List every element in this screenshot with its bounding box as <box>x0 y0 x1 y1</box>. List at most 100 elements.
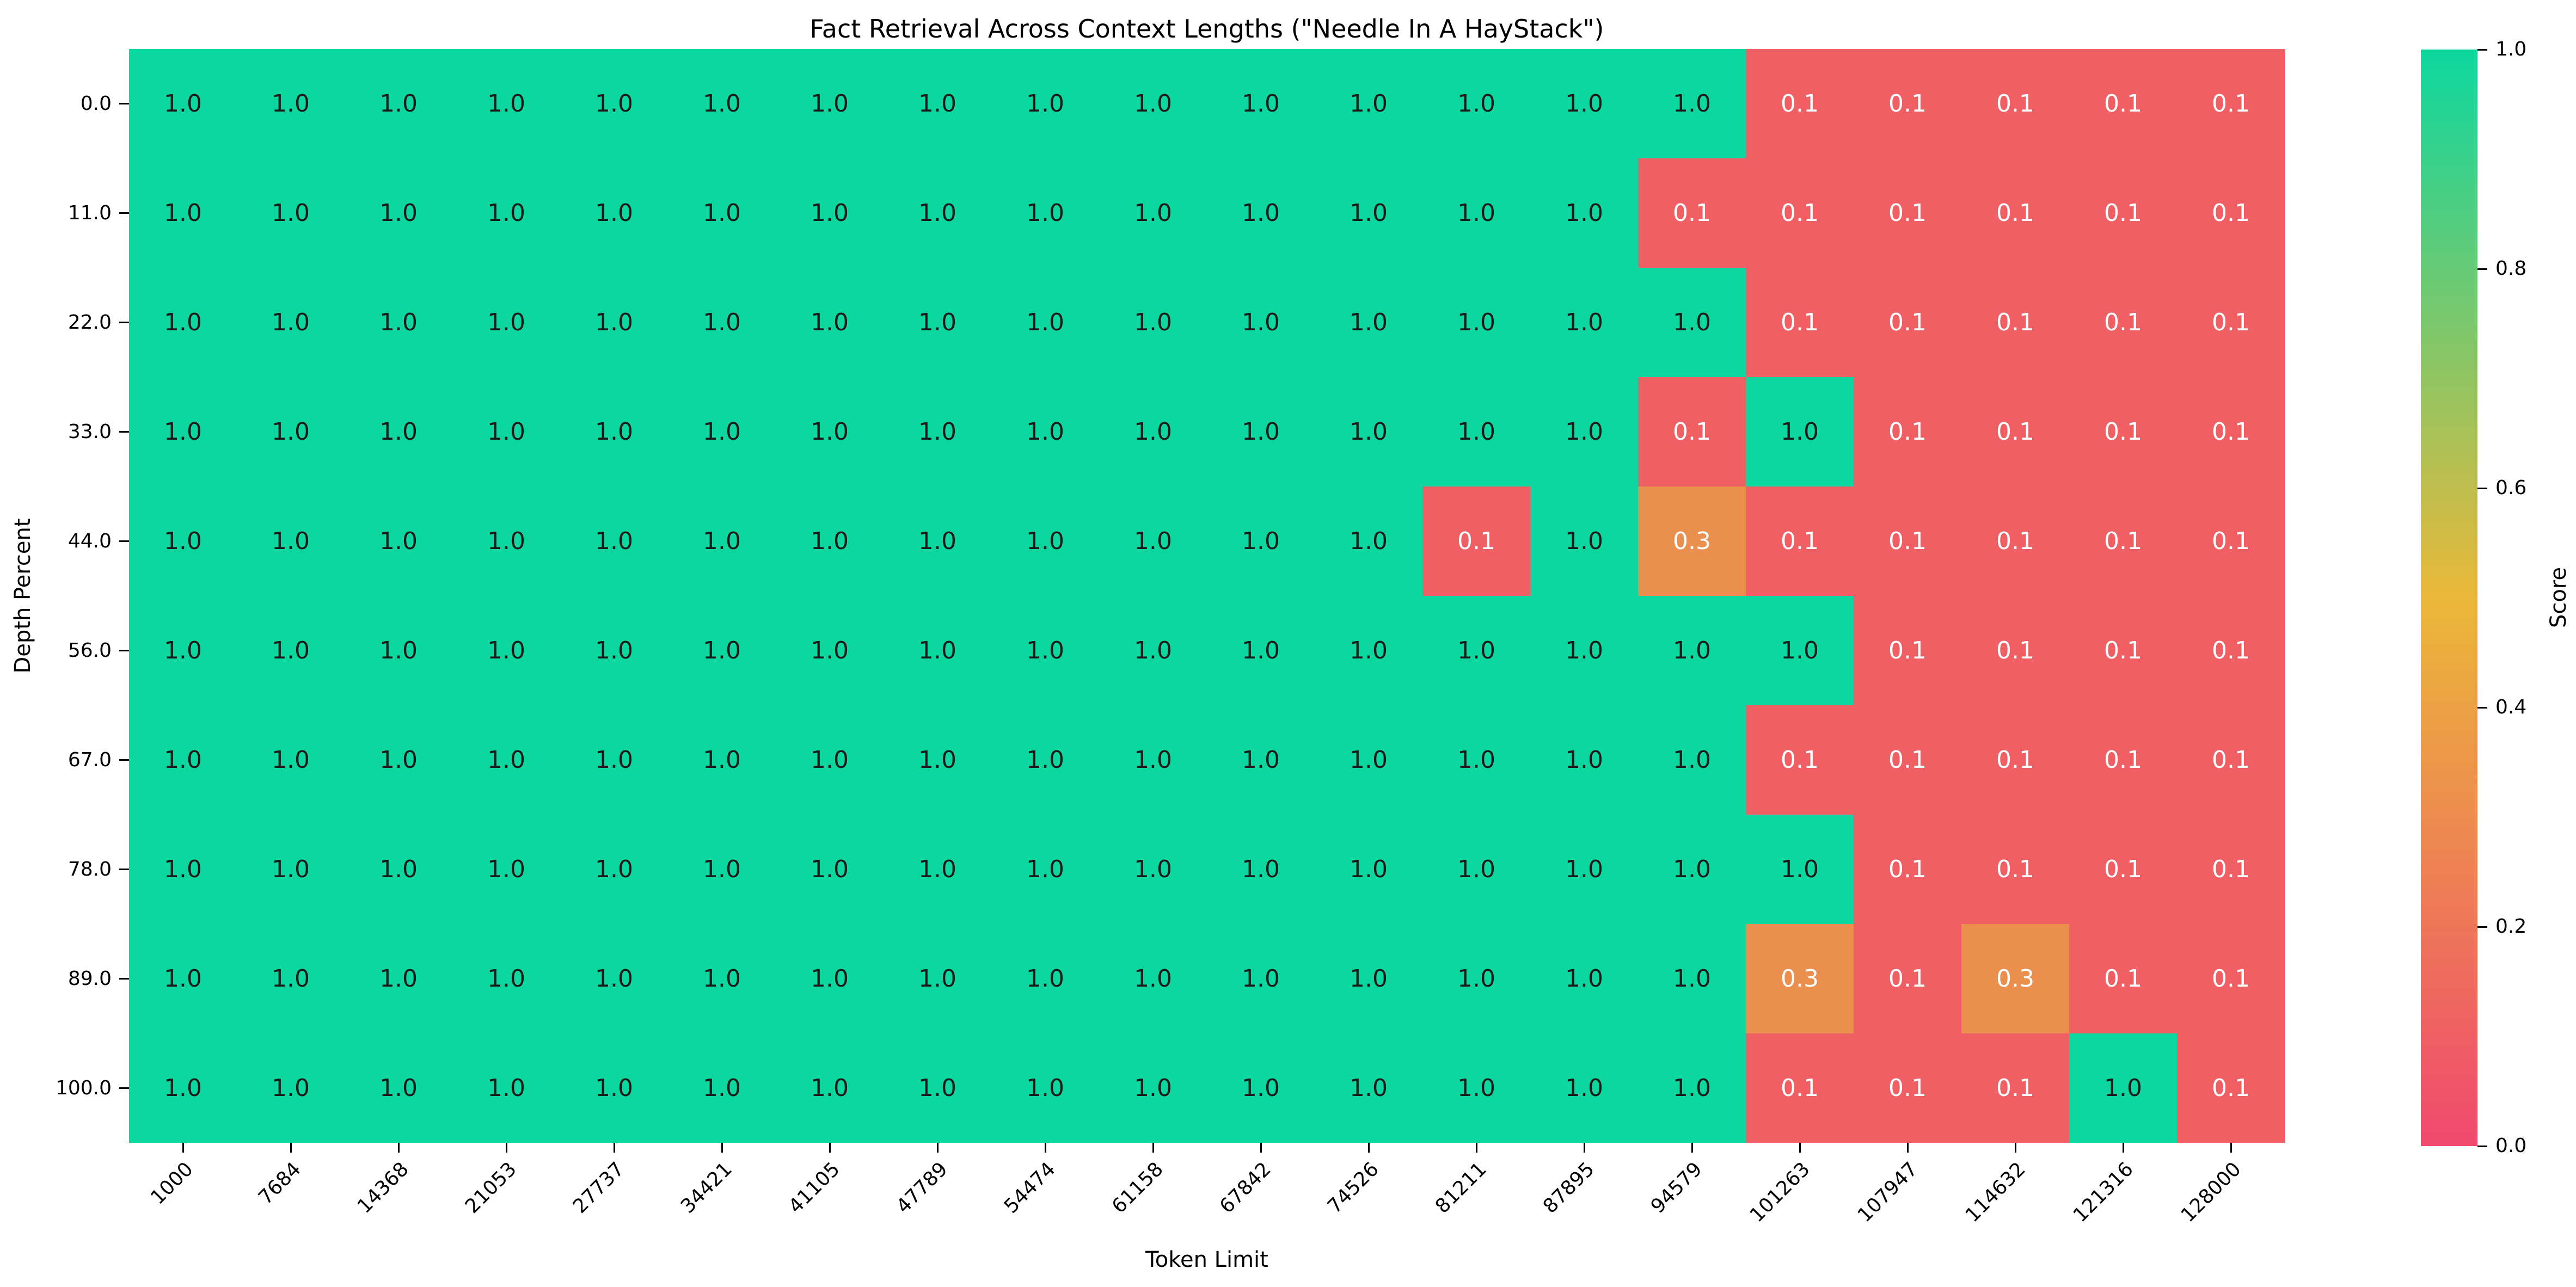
x-tick-mark <box>1044 1143 1046 1153</box>
heatmap-cell: 0.1 <box>2069 377 2177 487</box>
heatmap-cell: 1.0 <box>1099 268 1207 377</box>
heatmap-cell: 1.0 <box>1207 815 1315 924</box>
heatmap-cell: 1.0 <box>1207 924 1315 1033</box>
colorbar-gradient <box>2421 50 2477 1146</box>
heatmap-cell: 1.0 <box>1099 705 1207 815</box>
heatmap-cell: 0.1 <box>2069 705 2177 815</box>
heatmap-cell: 0.1 <box>1854 705 1961 815</box>
y-tick-mark <box>119 540 129 542</box>
y-axis-tick-labels: 0.0 11.0 22.0 33.0 44.0 56.0 67.0 78.0 89.0 100.0 <box>0 49 112 1143</box>
heatmap-cell: 1.0 <box>776 49 884 158</box>
heatmap-cell: 0.1 <box>2177 158 2285 268</box>
heatmap-cell: 0.1 <box>2069 924 2177 1033</box>
heatmap-cell: 1.0 <box>776 268 884 377</box>
heatmap-cell: 1.0 <box>1422 924 1530 1033</box>
heatmap-cell: 0.1 <box>2177 596 2285 705</box>
colorbar-tick-mark <box>2477 706 2487 709</box>
heatmap-cell: 1.0 <box>237 377 345 487</box>
heatmap-cell: 1.0 <box>1746 815 1854 924</box>
heatmap-cell: 0.1 <box>2069 158 2177 268</box>
heatmap-cell: 0.1 <box>1854 49 1961 158</box>
heatmap-cell: 1.0 <box>668 377 776 487</box>
y-tick-label: 67.0 <box>68 748 112 771</box>
heatmap-cell: 1.0 <box>884 268 991 377</box>
x-tick-label: 74526 <box>1323 1157 1383 1218</box>
heatmap-cell: 1.0 <box>884 158 991 268</box>
heatmap-cell: 1.0 <box>1099 596 1207 705</box>
heatmap-cell: 1.0 <box>668 596 776 705</box>
heatmap-cell: 1.0 <box>991 487 1099 596</box>
heatmap-cell: 1.0 <box>1638 268 1746 377</box>
y-tick-label: 78.0 <box>68 858 112 880</box>
heatmap-cell: 0.1 <box>1638 377 1746 487</box>
x-tick-mark <box>397 1143 400 1153</box>
heatmap-cell: 1.0 <box>1207 1033 1315 1143</box>
heatmap-cell: 0.1 <box>1746 1033 1854 1143</box>
heatmap-cell: 1.0 <box>237 705 345 815</box>
x-tick-label: 87895 <box>1538 1157 1599 1218</box>
x-axis-label: Token Limit <box>1145 1247 1268 1272</box>
heatmap-cell: 0.1 <box>1961 1033 2069 1143</box>
colorbar-tick-mark <box>2477 1145 2487 1147</box>
heatmap-cell: 1.0 <box>1638 49 1746 158</box>
heatmap-cell: 1.0 <box>1638 705 1746 815</box>
heatmap-cell: 1.0 <box>452 705 560 815</box>
heatmap-cell: 1.0 <box>776 815 884 924</box>
heatmap-cell: 1.0 <box>991 1033 1099 1143</box>
x-tick-mark <box>613 1143 615 1153</box>
heatmap-cell: 1.0 <box>345 487 452 596</box>
heatmap-cell: 1.0 <box>668 815 776 924</box>
heatmap-cell: 1.0 <box>345 268 452 377</box>
heatmap-cell: 1.0 <box>345 924 452 1033</box>
heatmap-cell: 1.0 <box>237 924 345 1033</box>
x-tick-label: 128000 <box>2176 1157 2246 1227</box>
heatmap-cell: 1.0 <box>1207 158 1315 268</box>
heatmap-cell: 1.0 <box>345 815 452 924</box>
heatmap-cell: 1.0 <box>668 487 776 596</box>
heatmap-cell: 1.0 <box>884 596 991 705</box>
heatmap-cell: 1.0 <box>1099 158 1207 268</box>
heatmap-cell: 0.3 <box>1638 487 1746 596</box>
heatmap-cell: 1.0 <box>1315 487 1422 596</box>
heatmap-cell: 1.0 <box>560 49 668 158</box>
y-tick-label: 33.0 <box>68 420 112 443</box>
heatmap-cell: 1.0 <box>1638 596 1746 705</box>
heatmap-cell: 1.0 <box>1422 705 1530 815</box>
heatmap-cell: 1.0 <box>129 1033 237 1143</box>
x-tick-label: 54474 <box>999 1157 1060 1218</box>
heatmap-cell: 0.1 <box>1746 705 1854 815</box>
heatmap-cell: 1.0 <box>668 924 776 1033</box>
x-tick-label: 27737 <box>568 1157 629 1218</box>
heatmap-cell: 1.0 <box>1207 49 1315 158</box>
heatmap-cell: 1.0 <box>237 815 345 924</box>
heatmap-cell: 1.0 <box>1530 49 1638 158</box>
colorbar-tick-label: 0.2 <box>2495 915 2527 938</box>
heatmap-cell: 1.0 <box>1422 377 1530 487</box>
heatmap-cell: 1.0 <box>1315 158 1422 268</box>
y-tick-label: 11.0 <box>68 201 112 224</box>
x-axis-tick-labels: 1000 7684 14368 21053 27737 34421 41105 47789 54… <box>129 1157 2285 1252</box>
colorbar-label: Score <box>2546 566 2571 629</box>
x-tick-label: 114632 <box>1961 1157 2030 1227</box>
heatmap-cell: 1.0 <box>452 815 560 924</box>
y-axis-tick-marks <box>119 49 129 1143</box>
heatmap-cell: 0.1 <box>1961 49 2069 158</box>
heatmap-cell: 0.1 <box>2069 815 2177 924</box>
colorbar-tick-marks <box>2477 48 2487 1147</box>
heatmap-cell: 1.0 <box>991 815 1099 924</box>
heatmap-cell: 1.0 <box>1207 705 1315 815</box>
y-tick-mark <box>119 650 129 651</box>
heatmap-cell: 1.0 <box>1530 487 1638 596</box>
colorbar-tick-mark <box>2477 926 2487 928</box>
heatmap-cell: 1.0 <box>991 49 1099 158</box>
heatmap-cell: 1.0 <box>884 815 991 924</box>
heatmap-cell: 1.0 <box>776 487 884 596</box>
colorbar-tick-mark <box>2477 487 2487 489</box>
heatmap-cell: 1.0 <box>560 1033 668 1143</box>
heatmap-cell: 1.0 <box>1422 596 1530 705</box>
y-tick-mark <box>119 322 129 323</box>
x-tick-label: 81211 <box>1431 1157 1491 1218</box>
heatmap-cell: 1.0 <box>345 1033 452 1143</box>
y-tick-mark <box>119 1087 129 1089</box>
heatmap-cell: 1.0 <box>1530 158 1638 268</box>
